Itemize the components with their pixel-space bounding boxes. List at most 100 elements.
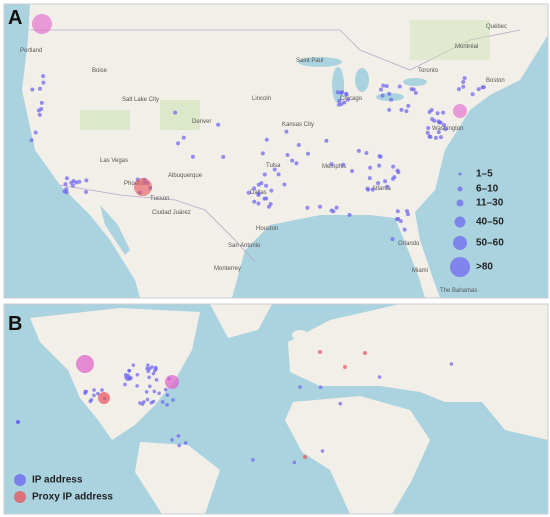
ip-dot xyxy=(264,196,269,201)
ip-dot xyxy=(305,205,310,210)
ip-bubble xyxy=(76,355,94,373)
ip-dot xyxy=(256,191,261,196)
ip-dot xyxy=(461,80,466,85)
ip-dot xyxy=(252,199,257,204)
ip-dot xyxy=(285,153,290,158)
ip-dot xyxy=(385,184,390,189)
ip-dot xyxy=(406,103,411,108)
ip-dot xyxy=(290,158,295,163)
ip-dot xyxy=(438,135,443,140)
ip-dot xyxy=(426,126,431,131)
legend-label: 40–50 xyxy=(476,217,504,228)
place-label: Tulsa xyxy=(266,163,281,169)
ip-dot xyxy=(366,187,371,192)
ip-dot xyxy=(462,76,467,81)
ip-dot xyxy=(100,388,104,392)
ip-dot xyxy=(397,84,402,89)
legend-label: 50–60 xyxy=(476,238,504,249)
ip-dot xyxy=(39,106,44,111)
ip-dot xyxy=(367,176,372,181)
ip-dot xyxy=(294,161,299,166)
ip-dot xyxy=(389,97,394,102)
ip-dot xyxy=(318,204,323,209)
place-label: The Bahamas xyxy=(440,288,477,294)
frame xyxy=(3,303,549,515)
ip-dot xyxy=(364,151,369,156)
ip-dot xyxy=(259,181,264,186)
greenland xyxy=(210,304,272,338)
ip-dot xyxy=(41,80,46,85)
ip-dot xyxy=(151,371,156,376)
ip-dot xyxy=(413,90,418,95)
ip-dot xyxy=(77,179,82,184)
eurasia xyxy=(288,304,548,440)
lake xyxy=(403,78,427,86)
ip-bubble xyxy=(165,375,179,389)
legend-label: >80 xyxy=(476,262,493,273)
ip-dot xyxy=(430,117,435,122)
legend-marker xyxy=(457,186,463,192)
ip-dot xyxy=(324,138,329,143)
ip-dot xyxy=(39,100,44,105)
ip-dot xyxy=(33,130,38,135)
uk xyxy=(292,330,308,340)
ip-dot xyxy=(368,165,373,170)
ip-dot xyxy=(398,219,403,224)
ip-dot xyxy=(402,227,407,232)
ip-dot xyxy=(344,92,349,97)
legend-marker xyxy=(450,257,470,277)
ip-dot xyxy=(387,107,392,112)
ip-dot xyxy=(347,212,352,217)
panel-label: A xyxy=(8,7,22,29)
place-label: Boise xyxy=(92,68,108,74)
ip-dot xyxy=(336,102,341,107)
ip-dot xyxy=(246,190,251,195)
ip-dot xyxy=(74,180,79,185)
ip-dot xyxy=(157,391,161,396)
place-label: Miami xyxy=(412,268,428,274)
ip-dot xyxy=(64,176,69,181)
ip-dot xyxy=(190,154,195,159)
ip-dot xyxy=(148,384,152,389)
pacific xyxy=(4,4,140,298)
ip-dot xyxy=(395,209,400,214)
legend-label: 6–10 xyxy=(476,184,499,195)
place-label: Lincoln xyxy=(252,96,271,102)
ip-dot xyxy=(305,151,310,156)
ip-dot xyxy=(370,187,375,192)
place-label: Québec xyxy=(486,24,507,30)
africa xyxy=(285,396,430,514)
north-america xyxy=(30,308,200,440)
park xyxy=(410,20,490,60)
frame xyxy=(3,3,549,299)
ip-dot xyxy=(221,154,226,159)
ip-bubble xyxy=(98,392,110,404)
ip-dot xyxy=(449,362,454,366)
place-label: Denver xyxy=(192,119,211,125)
ip-dot xyxy=(69,180,74,185)
ip-dot xyxy=(338,401,343,406)
ip-dot xyxy=(260,151,265,156)
place-label: Atlanta xyxy=(372,186,391,192)
legend-marker xyxy=(453,236,467,250)
ip-dot xyxy=(282,182,287,187)
ip-dot xyxy=(320,449,325,453)
ip-dot xyxy=(406,212,411,217)
ip-dot xyxy=(177,443,182,448)
ip-dot xyxy=(181,135,186,140)
ip-dot xyxy=(126,373,130,378)
gulf-california xyxy=(100,205,130,255)
ip-dot xyxy=(135,372,140,377)
ip-bubble xyxy=(134,178,152,196)
ip-dot xyxy=(292,460,297,465)
ip-dot xyxy=(350,169,355,174)
ip-dot xyxy=(149,400,154,405)
place-label: Houston xyxy=(256,226,278,232)
ip-dot xyxy=(381,83,386,88)
legend-marker xyxy=(456,199,464,207)
ip-dot xyxy=(176,434,181,438)
ip-dot xyxy=(476,87,481,92)
ip-dot xyxy=(70,183,75,188)
map-b xyxy=(4,304,548,514)
ip-dot xyxy=(456,87,461,92)
